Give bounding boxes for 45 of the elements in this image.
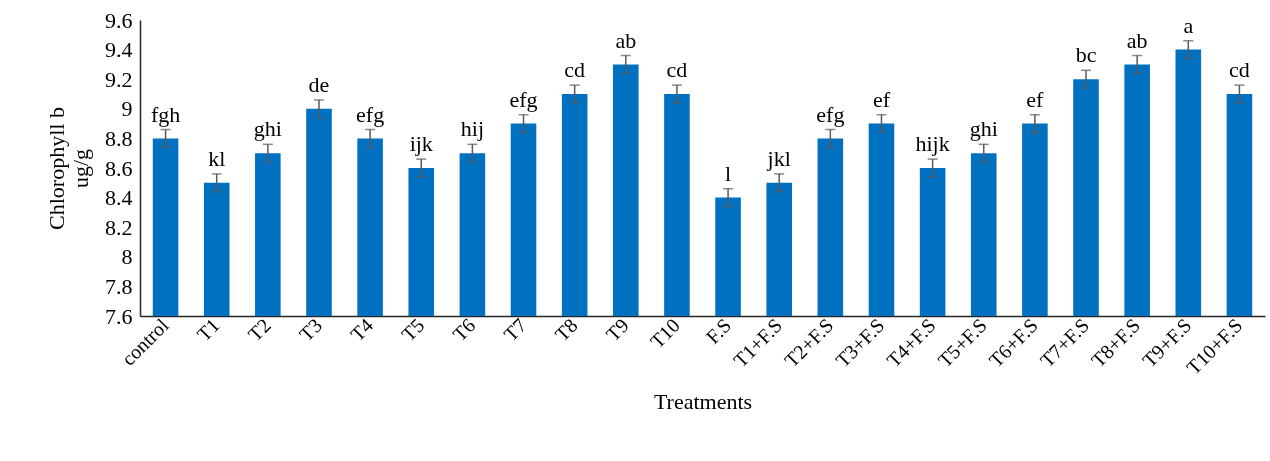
y-tick-label: 9.4 [105, 37, 133, 63]
x-tick-label: T8 [550, 314, 582, 346]
annotation: fgh [150, 101, 181, 127]
y-tick-label: 9.2 [105, 66, 133, 92]
x-tick-label: T4 [345, 314, 378, 346]
y-tick-label: 8.6 [105, 155, 133, 181]
annotation: ghi [969, 116, 998, 142]
annotation: cd [1229, 57, 1250, 83]
annotation: de [308, 71, 330, 97]
annotation: ef [1026, 86, 1045, 112]
y-tick-label: 8 [121, 244, 133, 270]
x-tick-label: T3 [294, 314, 327, 346]
annotation: ghi [253, 116, 282, 142]
x-tick-label: T7 [499, 314, 531, 346]
annotation: ijk [409, 131, 433, 157]
annotation: hij [460, 116, 484, 142]
x-tick-label: T5 [397, 314, 429, 346]
annotation: a [1183, 12, 1194, 38]
annotation: ef [872, 86, 891, 112]
annotation: efg [816, 101, 845, 127]
annotation: hijk [915, 131, 950, 157]
x-tick-label: T9 [601, 314, 633, 346]
annotation: cd [564, 57, 586, 83]
annotation: bc [1075, 42, 1097, 68]
y-tick-label: 8.8 [105, 125, 133, 151]
x-tick-label: T2 [243, 314, 275, 346]
annotation: ab [1126, 27, 1148, 53]
y-tick-label: 8.4 [105, 185, 133, 211]
annotation: efg [509, 86, 538, 112]
x-axis-title: Treatments [653, 389, 753, 415]
y-tick-label: 9.6 [105, 7, 133, 33]
x-tick-label: T1 [192, 314, 224, 346]
y-tick-label: 7.8 [105, 273, 133, 299]
x-tick-label: F.S [701, 314, 736, 348]
annotation: ab [615, 27, 637, 53]
annotation: kl [208, 145, 226, 171]
y-axis-title: Chlorophyll b ug/g [44, 107, 93, 230]
x-tick-label: T10 [645, 314, 684, 353]
x-tick-label: T6 [448, 314, 480, 346]
annotation: cd [666, 57, 688, 83]
y-tick-label: 9 [121, 96, 133, 122]
annotation: l [725, 160, 732, 186]
annotation: jkl [766, 145, 791, 171]
y-tick-label: 8.2 [105, 214, 133, 240]
annotation: efg [356, 101, 385, 127]
